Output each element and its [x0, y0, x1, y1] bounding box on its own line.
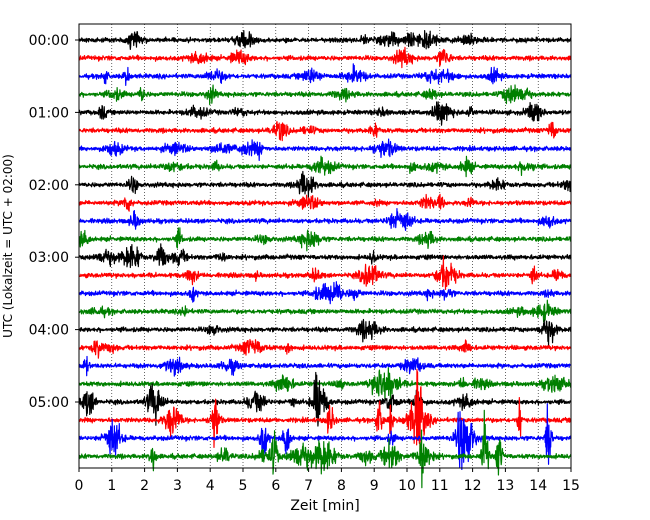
y-tick-label: 05:00: [29, 395, 69, 411]
x-tick-label: 11: [431, 478, 449, 494]
seismic-trace: [78, 120, 572, 142]
seismic-trace: [78, 84, 572, 106]
plot-frame: [78, 23, 572, 469]
x-tick-label: 7: [304, 478, 313, 494]
seismic-trace: [78, 138, 572, 162]
x-tick-label: 13: [496, 478, 514, 494]
seismic-trace: [78, 208, 572, 231]
x-tick-label: 8: [337, 478, 346, 494]
x-axis-ticks: 0 1 2 3 4 5 6 7 8 9 10 11 12 13 14 15: [75, 468, 580, 494]
seismic-trace: [78, 46, 572, 69]
seismic-trace: [78, 368, 572, 455]
seismic-trace: [78, 155, 572, 178]
seismic-trace: [78, 101, 572, 126]
seismic-trace: [78, 281, 572, 305]
x-tick-label: 1: [107, 478, 116, 494]
y-tick-label: 02:00: [29, 178, 69, 194]
seismic-trace: [78, 63, 572, 86]
x-tick-label: 14: [529, 478, 547, 494]
seismic-trace: [78, 367, 572, 403]
seismic-trace: [78, 318, 572, 347]
seismic-trace: [78, 255, 572, 291]
x-tick-label: 10: [398, 478, 416, 494]
y-tick-label: 00:00: [29, 33, 69, 49]
seismic-trace: [78, 338, 572, 359]
x-tick-label: 4: [206, 478, 215, 494]
seismic-trace: [78, 243, 572, 269]
seismic-trace: [78, 403, 572, 471]
y-tick-label: 04:00: [29, 323, 69, 339]
seismic-traces: [78, 29, 572, 489]
x-tick-label: 6: [271, 478, 280, 494]
seismic-trace: [78, 227, 572, 252]
x-tick-label: 2: [140, 478, 149, 494]
y-tick-label: 03:00: [29, 250, 69, 266]
seismic-trace: [78, 299, 572, 323]
seismic-trace: [78, 170, 572, 199]
y-tick-label: 01:00: [29, 105, 69, 121]
y-axis-label: UTC (Lokalzeit = UTC + 02:00): [1, 154, 15, 338]
seismic-trace: [78, 355, 572, 377]
x-axis-label: Zeit [min]: [290, 498, 359, 514]
x-tick-label: 0: [75, 478, 84, 494]
x-tick-label: 9: [370, 478, 379, 494]
x-tick-label: 5: [239, 478, 248, 494]
seismic-trace: [78, 29, 572, 51]
seismic-trace: [78, 193, 572, 212]
x-tick-label: 12: [464, 478, 482, 494]
seismic-trace: [78, 371, 572, 427]
seismic-trace: [78, 409, 572, 489]
y-axis-ticks: 00:00 01:00 02:00 03:00 04:00 05:00: [29, 33, 79, 411]
x-tick-label: 15: [562, 478, 580, 494]
x-tick-label: 3: [173, 478, 182, 494]
